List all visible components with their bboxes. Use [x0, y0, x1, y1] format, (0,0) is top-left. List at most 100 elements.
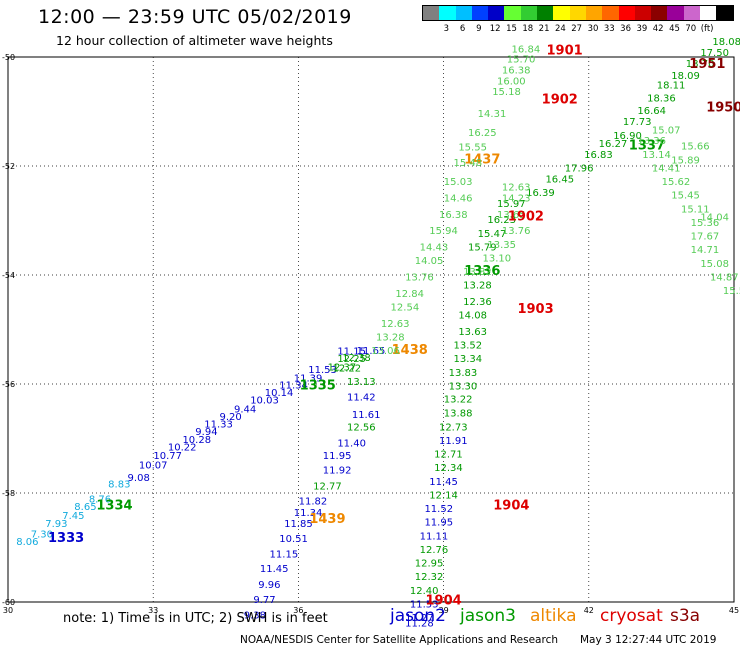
wave-height-value: 11.11 — [420, 531, 449, 542]
pass-number-label: 1333 — [48, 531, 84, 546]
wave-height-value: 12.71 — [434, 450, 463, 461]
satellite-legend-jason2: jason2 — [390, 606, 446, 626]
wave-height-value: 9.77 — [253, 595, 275, 606]
wave-height-value: 13.06 — [371, 346, 400, 357]
wave-height-value: 15.07 — [652, 125, 681, 136]
pass-number-label: 1335 — [300, 378, 336, 393]
color-scale-cell — [700, 6, 717, 20]
color-scale-cell — [602, 6, 619, 20]
wave-height-value: 15.11 — [681, 204, 710, 215]
wave-height-value: 11.34 — [294, 508, 323, 519]
wave-height-value: 10.28 — [182, 435, 211, 446]
pass-number-label: 1950 — [706, 101, 740, 116]
lon-tick-label: 42 — [584, 606, 594, 615]
color-scale-label: 39 — [636, 24, 648, 34]
wave-height-value: 11.52 — [424, 504, 453, 515]
color-scale-label: 12 — [489, 24, 501, 34]
wave-height-value: 13.13 — [347, 377, 376, 388]
wave-height-value: 9.94 — [195, 427, 217, 438]
wave-height-color-scale: 3 6 9 12 15 18 21 24 27 30 33 36 39 42 45 70 (ft) — [422, 5, 734, 35]
wave-height-value: 12.25 — [337, 354, 366, 365]
wave-height-value: 16.39 — [526, 188, 555, 199]
wave-height-value: 16.83 — [584, 150, 613, 161]
wave-height-value: 12.40 — [410, 586, 439, 597]
wave-height-value: 13.28 — [463, 281, 492, 292]
lat-tick-label: -56 — [2, 380, 15, 389]
color-scale-cell — [553, 6, 570, 20]
lon-tick-label: 33 — [148, 606, 158, 615]
wave-height-value: 16.64 — [637, 106, 666, 117]
wave-height-value: 12.56 — [347, 422, 376, 433]
wave-height-value: 15.18 — [492, 87, 521, 98]
color-scale-cell — [585, 6, 603, 20]
pass-number-label: 1337 — [629, 139, 665, 154]
pass-number-label: 1951 — [689, 57, 725, 72]
wave-height-value: 10.77 — [153, 451, 182, 462]
wave-height-value: 13.52 — [453, 341, 482, 352]
color-scale-label: 42 — [652, 24, 664, 34]
wave-height-value: 9.38 — [244, 610, 266, 621]
wave-height-value: 18.08 — [712, 37, 740, 48]
wave-height-value: 11.40 — [337, 439, 366, 450]
color-scale-cell — [504, 6, 521, 20]
pass-number-label: 1904 — [426, 594, 462, 609]
wave-height-value: 12.95 — [415, 559, 444, 570]
wave-height-value: 16.00 — [497, 76, 526, 87]
wave-height-value: 11.85 — [284, 519, 313, 530]
wave-height-value: 15.66 — [681, 142, 710, 153]
wave-height-value: 15.79 — [468, 242, 497, 253]
wave-height-value: 12.73 — [439, 422, 468, 433]
wave-height-value: 12.63 — [381, 319, 410, 330]
wave-height-value: 14.05 — [415, 256, 444, 267]
pass-number-label: 1437 — [464, 152, 500, 167]
wave-height-value: 11.65 — [357, 346, 386, 357]
wave-height-value: 10.22 — [168, 442, 197, 453]
pass-number-label: 1902 — [542, 92, 578, 107]
pass-number-label: 1438 — [392, 343, 428, 358]
wave-height-value: 9.08 — [128, 473, 150, 484]
wave-height-value: 13.35 — [487, 240, 516, 251]
color-scale-cell — [423, 6, 440, 20]
satellite-legend-s3a: s3a — [670, 606, 701, 626]
wave-height-value: 18.70 — [686, 59, 715, 70]
wave-height-value: 12.37 — [328, 362, 357, 373]
lon-tick-label: 36 — [293, 606, 303, 615]
wave-height-value: 9.20 — [220, 412, 242, 423]
wave-height-value: 14.04 — [700, 213, 729, 224]
wave-height-value: 11.42 — [347, 392, 376, 403]
wave-height-value: 14.46 — [444, 193, 473, 204]
wave-height-value: 16.84 — [512, 45, 541, 56]
wave-height-value: 11.82 — [299, 496, 328, 507]
color-scale-cell — [716, 6, 733, 20]
wave-height-value: 10.07 — [139, 460, 168, 471]
wave-height-value: 11.15 — [337, 347, 366, 358]
color-scale-label: 15 — [506, 24, 517, 34]
wave-height-value: 13.88 — [444, 409, 473, 420]
wave-height-value: 12.84 — [395, 289, 424, 300]
wave-height-value: 14.87 — [710, 272, 739, 283]
wave-height-value: 11.92 — [323, 465, 352, 476]
wave-height-value: 15.48 — [453, 158, 482, 169]
wave-height-value: 13.76 — [502, 226, 531, 237]
wave-height-value: 13.28 — [376, 332, 405, 343]
wave-height-value: 13.65 — [497, 210, 526, 221]
timestamp: May 3 12:27:44 UTC 2019 — [580, 634, 717, 646]
color-scale-labels: 3 6 9 12 15 18 21 24 27 30 33 36 39 42 45 70 (ft) — [422, 21, 734, 35]
color-scale-label: 6 — [459, 24, 466, 34]
wave-height-value: 15.94 — [429, 226, 458, 237]
color-scale-cell — [520, 6, 538, 20]
wave-height-value: 18.11 — [657, 81, 686, 92]
wave-height-value: 13.14 — [642, 150, 671, 161]
wave-height-value: 11.27 — [405, 613, 434, 624]
color-scale-label: 3 — [443, 24, 449, 34]
color-scale-label: 21 — [538, 24, 550, 34]
color-scale-cell — [488, 6, 505, 20]
wave-height-value: 12.34 — [434, 463, 463, 474]
color-scale-label: 70 — [685, 24, 697, 34]
color-scale-cell — [471, 6, 489, 20]
wave-height-value: 15.5 — [723, 286, 740, 297]
footer-note: note: 1) Time is in UTC; 2) SWH is in fe… — [63, 611, 328, 626]
wave-height-value: 8.06 — [16, 537, 38, 548]
wave-height-value: 18.09 — [671, 71, 700, 82]
pass-number-label: 1903 — [517, 302, 553, 317]
